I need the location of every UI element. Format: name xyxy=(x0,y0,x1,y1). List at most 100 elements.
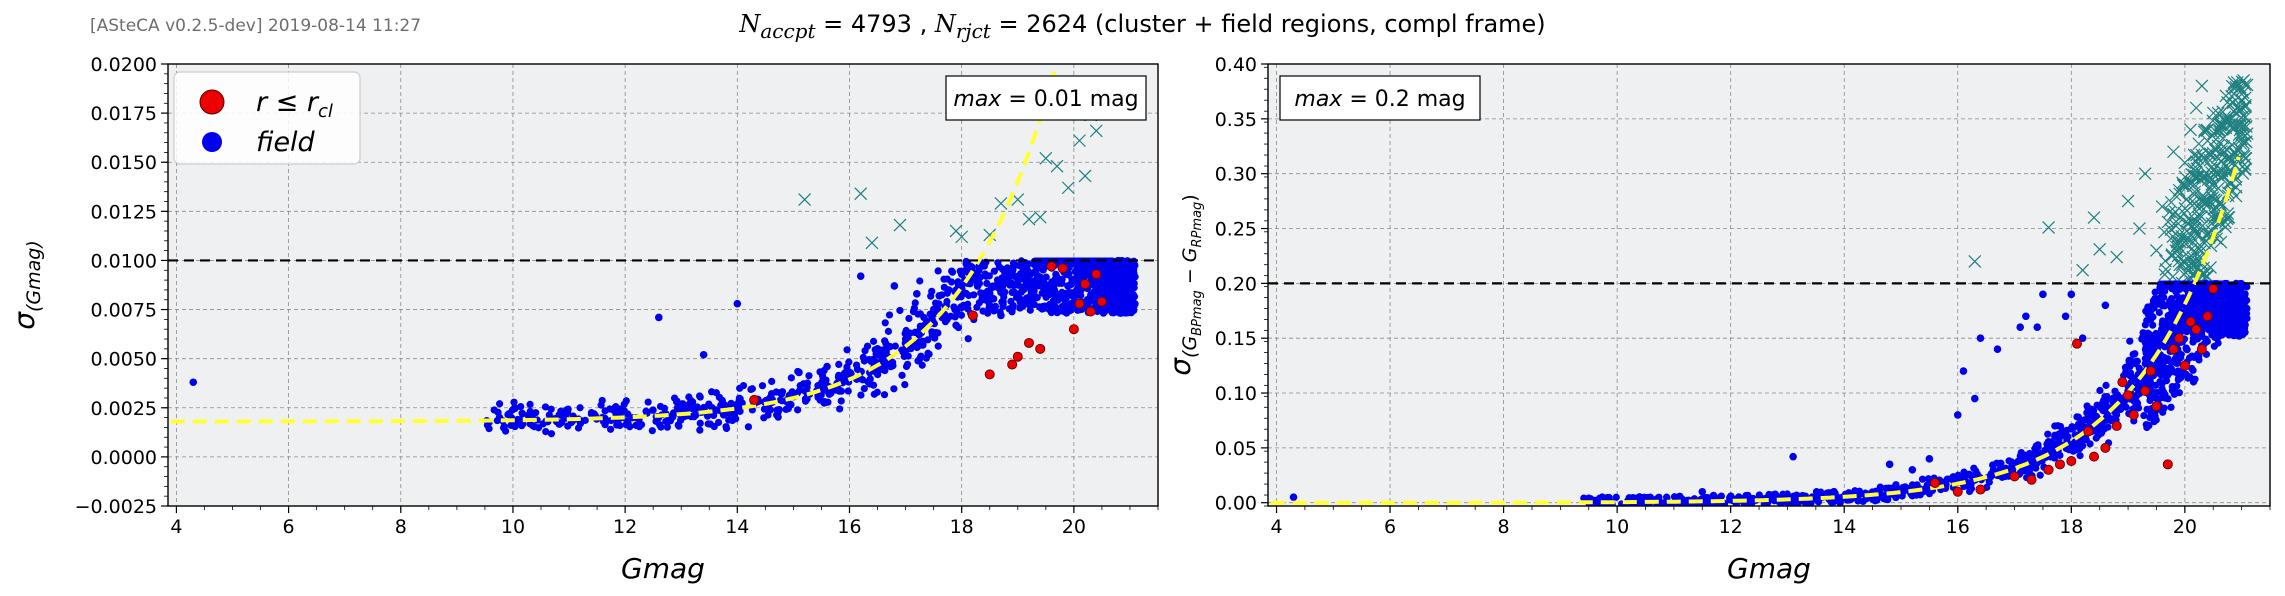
rejected-point xyxy=(2236,167,2250,180)
field-point xyxy=(870,390,878,398)
rejected-point xyxy=(2164,223,2178,236)
annotation-box xyxy=(1279,75,1481,121)
rejected-point xyxy=(2172,254,2186,268)
field-point xyxy=(787,374,795,382)
field-point xyxy=(843,346,851,354)
rejected-point xyxy=(1968,254,1982,268)
member-point xyxy=(2162,459,2173,470)
field-point xyxy=(890,282,899,290)
panel-2: 4 6 8 10 12 14 16 18 20 0.00 0.05 0.10 0.15 0.20 0.25 0… xyxy=(1164,54,2271,585)
rejected-point xyxy=(2188,222,2201,236)
field-point xyxy=(2174,376,2182,384)
field-point xyxy=(712,389,720,397)
field-point xyxy=(1116,309,1124,317)
field-point xyxy=(1698,487,1707,496)
rejected-point xyxy=(2204,239,2218,253)
rejected-point xyxy=(2222,150,2236,164)
x-axis-label: Gmag xyxy=(621,552,705,585)
rejected-point xyxy=(865,236,879,250)
rejected-point xyxy=(2195,194,2208,208)
field-point xyxy=(2063,436,2071,444)
x-tick-label: 18 xyxy=(2059,516,2083,538)
x-tick-label: 10 xyxy=(1605,516,1629,538)
member-point xyxy=(2123,390,2134,401)
field-point xyxy=(2238,323,2247,331)
field-point xyxy=(2146,338,2154,347)
member-point xyxy=(1007,359,1018,370)
field-point xyxy=(2211,333,2219,342)
field-point xyxy=(2186,303,2194,312)
field-point xyxy=(674,421,682,429)
field-point xyxy=(853,365,862,373)
rejected-point xyxy=(798,193,812,206)
rejected-point xyxy=(2191,151,2205,165)
member-point xyxy=(2089,451,2100,462)
y-label-end: ) xyxy=(1179,194,1201,201)
field-point xyxy=(866,380,874,388)
field-point xyxy=(2188,352,2197,360)
field-point xyxy=(1908,466,1917,474)
field-point xyxy=(555,411,563,419)
field-point xyxy=(2208,324,2216,332)
field-point xyxy=(2183,328,2191,336)
field-point xyxy=(1075,265,1083,274)
field-point xyxy=(2152,416,2160,424)
annotation-italic: max xyxy=(1294,87,1343,112)
y-tick-label: 0.0100 xyxy=(91,250,157,272)
field-point xyxy=(916,310,925,318)
field-point xyxy=(574,424,583,432)
field-point xyxy=(1944,475,1952,483)
member-point xyxy=(2026,474,2037,485)
field-point xyxy=(718,397,727,405)
x-tick-label: 20 xyxy=(1062,516,1086,538)
field-point xyxy=(2134,404,2143,412)
field-point xyxy=(1047,307,1055,315)
rejected-point xyxy=(2164,195,2178,209)
n-accpt-sub: accpt xyxy=(760,18,816,43)
field-point xyxy=(934,342,942,350)
field-point xyxy=(1025,277,1034,285)
field-point xyxy=(837,397,845,405)
member-point xyxy=(2179,360,2190,371)
x-tick-label: 14 xyxy=(1832,516,1856,538)
field-point xyxy=(925,350,933,358)
field-point xyxy=(2044,430,2052,438)
x-tick-label: 16 xyxy=(837,516,861,538)
field-point xyxy=(1997,464,2005,472)
field-point xyxy=(1008,268,1016,276)
field-point xyxy=(2036,471,2044,479)
field-point xyxy=(2223,307,2231,316)
member-point xyxy=(2140,385,2151,396)
field-point xyxy=(827,389,835,397)
plot-content xyxy=(168,64,1158,506)
rejected-point xyxy=(2236,136,2250,150)
field-point xyxy=(2160,355,2169,363)
field-point xyxy=(1015,261,1023,270)
field-point xyxy=(1068,289,1076,297)
field-point xyxy=(2168,301,2176,309)
field-point xyxy=(1131,273,1139,281)
field-point xyxy=(2188,364,2196,373)
field-point xyxy=(2142,344,2150,352)
field-point xyxy=(885,311,894,319)
field-point xyxy=(1000,268,1009,276)
field-point xyxy=(1118,291,1126,299)
field-point xyxy=(691,411,700,419)
member-point xyxy=(1057,263,1068,274)
field-point xyxy=(1047,288,1056,296)
field-point xyxy=(648,427,656,435)
field-point xyxy=(2067,290,2076,299)
legend-marker xyxy=(202,132,222,152)
field-point xyxy=(1104,257,1112,265)
member-point xyxy=(2151,401,2162,412)
member-point xyxy=(2128,409,2139,420)
field-point xyxy=(747,385,755,394)
field-point xyxy=(2233,325,2241,333)
rejected-point xyxy=(2184,123,2197,137)
rejected-point xyxy=(2228,151,2242,165)
field-point xyxy=(2022,312,2030,321)
field-point xyxy=(1960,474,1969,482)
member-point xyxy=(2202,311,2213,322)
field-point xyxy=(787,400,795,409)
field-point xyxy=(1075,285,1083,294)
